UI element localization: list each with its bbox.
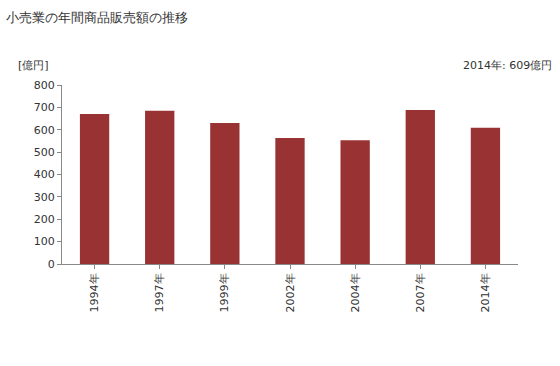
svg-text:2004年: 2004年 [349,273,362,312]
svg-text:600: 600 [34,124,55,137]
svg-text:1997年: 1997年 [153,273,166,312]
svg-text:小売業の年間商品販売額の推移: 小売業の年間商品販売額の推移 [6,10,188,25]
svg-text:0: 0 [48,258,55,271]
svg-text:[億円]: [億円] [18,59,49,72]
svg-text:300: 300 [34,191,55,204]
svg-text:2002年: 2002年 [284,273,297,312]
svg-text:2014年: 2014年 [479,273,492,312]
svg-text:200: 200 [34,213,55,226]
svg-text:800: 800 [34,79,55,92]
svg-text:2014年: 609億円: 2014年: 609億円 [463,59,552,72]
svg-text:2007年: 2007年 [414,273,427,312]
svg-text:400: 400 [34,168,55,181]
svg-text:1999年: 1999年 [218,273,231,312]
svg-text:100: 100 [34,235,55,248]
svg-text:500: 500 [34,146,55,159]
svg-text:700: 700 [34,101,55,114]
svg-text:1994年: 1994年 [88,273,101,312]
